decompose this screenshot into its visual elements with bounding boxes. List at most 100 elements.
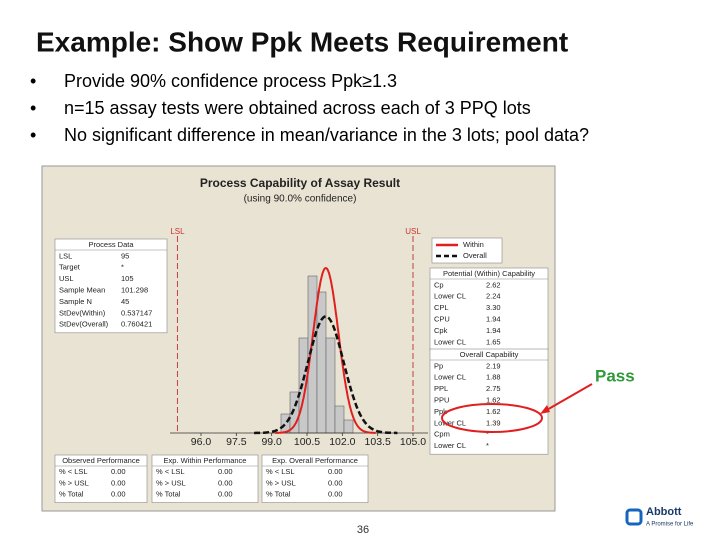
panel-value: 0.00 [328, 467, 343, 476]
panel-label: Lower CL [434, 418, 466, 427]
bullet-dot: • [30, 125, 36, 145]
panel-value: 1.94 [486, 326, 501, 335]
logo: Abbott A Promise for Life [625, 506, 694, 528]
x-tick-label: 99.0 [261, 436, 282, 448]
bullet: No significant difference in mean/varian… [64, 125, 589, 145]
panel-value: 45 [121, 297, 129, 306]
panel-label: % Total [266, 490, 291, 499]
bullet: n=15 assay tests were obtained across ea… [64, 98, 531, 118]
panel-heading: Potential (Within) Capability [443, 269, 535, 278]
panel-label: StDev(Within) [59, 308, 106, 317]
bullet-list: • Provide 90% confidence process Ppk≥1.3… [30, 71, 589, 145]
x-tick-label: 96.0 [191, 436, 212, 448]
bullet-dot: • [30, 71, 36, 91]
x-tick-label: 97.5 [226, 436, 247, 448]
panel-value: 0.00 [328, 478, 343, 487]
panel-label: Lower CL [434, 337, 466, 346]
hist-bar [343, 419, 354, 434]
panel-value: 1.94 [486, 314, 501, 323]
bullet-dot: • [30, 98, 36, 118]
panel-label: Lower CL [434, 441, 466, 450]
panel-value: 0.00 [218, 478, 233, 487]
panel [429, 267, 549, 351]
panel-value: 2.24 [486, 292, 501, 301]
figure-title: Process Capability of Assay Result [200, 176, 400, 190]
panel-label: Sample Mean [59, 285, 105, 294]
panel-value: * [486, 430, 489, 439]
panel-label: % Total [156, 490, 181, 499]
panel-label: Lower CL [434, 292, 466, 301]
spec-label: USL [405, 227, 421, 236]
hist-bar [325, 337, 336, 434]
panel-heading: Exp. Within Performance [164, 456, 247, 465]
x-tick-label: 103.5 [365, 436, 391, 448]
spec-label: LSL [170, 227, 185, 236]
panel-value: 2.19 [486, 361, 501, 370]
legend-label: Within [463, 240, 484, 249]
pass-annotation: Pass [595, 366, 635, 385]
panel-value: 95 [121, 251, 129, 260]
panel-label: % > USL [156, 478, 186, 487]
panel-label: StDev(Overall) [59, 320, 109, 329]
panel-value: 0.537147 [121, 308, 152, 317]
panel-label: Ppk [434, 407, 447, 416]
x-tick-label: 100.5 [294, 436, 320, 448]
arrow-head [540, 405, 550, 414]
panel-heading: Process Data [88, 240, 134, 249]
logo-tagline: A Promise for Life [646, 522, 694, 528]
figure-subtitle: (using 90.0% confidence) [244, 194, 357, 205]
panel [54, 454, 148, 503]
panel [151, 454, 259, 503]
hist-bar [316, 291, 327, 434]
panel-value: 2.75 [486, 384, 501, 393]
x-tick-label: 102.0 [329, 436, 355, 448]
panel-label: PPU [434, 395, 449, 404]
panel [54, 238, 168, 334]
arrow-line [544, 383, 593, 412]
panel-value: * [121, 263, 124, 272]
slide-title: Example: Show Ppk Meets Requirement [36, 26, 568, 57]
capability-figure: Process Capability of Assay Result (usin… [41, 165, 556, 512]
logo-name: Abbott [646, 506, 682, 518]
legend-box [431, 237, 503, 264]
panel-value: 0.00 [111, 467, 126, 476]
panel-value: 1.62 [486, 395, 501, 404]
panel-label: Target [59, 263, 81, 272]
panel-label: % > USL [266, 478, 296, 487]
panel-value: 0.00 [218, 490, 233, 499]
panel-label: CPL [434, 303, 449, 312]
panel-value: 0.00 [111, 478, 126, 487]
panel-value: 3.30 [486, 303, 501, 312]
panel [261, 454, 369, 503]
panel-value: 1.65 [486, 337, 501, 346]
panel-label: Sample N [59, 297, 92, 306]
panel-label: Pp [434, 361, 443, 370]
panel-label: % < LSL [59, 467, 88, 476]
panel-value: 0.00 [218, 467, 233, 476]
panel-value: 101.298 [121, 285, 148, 294]
panel-heading: Overall Capability [460, 350, 519, 359]
bullet: Provide 90% confidence process Ppk≥1.3 [64, 71, 397, 91]
panel-label: Cp [434, 280, 444, 289]
panel-value: 1.62 [486, 407, 501, 416]
panel-label: % > USL [59, 478, 89, 487]
panel-value: 1.88 [486, 373, 501, 382]
panel-label: USL [59, 274, 74, 283]
x-tick-label: 105.0 [400, 436, 426, 448]
panel-value: * [486, 441, 489, 450]
panel-value: 0.00 [111, 490, 126, 499]
panel-value: 2.62 [486, 280, 501, 289]
within-curve [275, 266, 376, 434]
legend-label: Overall [463, 251, 487, 260]
panel-label: % < LSL [156, 467, 185, 476]
panel-value: 0.760421 [121, 320, 152, 329]
panel-label: Cpm [434, 430, 450, 439]
panel-label: % < LSL [266, 467, 295, 476]
panel-value: 105 [121, 274, 134, 283]
panel-value: 1.39 [486, 418, 501, 427]
panel-label: Cpk [434, 326, 448, 335]
panel [429, 348, 549, 455]
panel-label: LSL [59, 251, 72, 260]
panel-value: 0.00 [328, 490, 343, 499]
